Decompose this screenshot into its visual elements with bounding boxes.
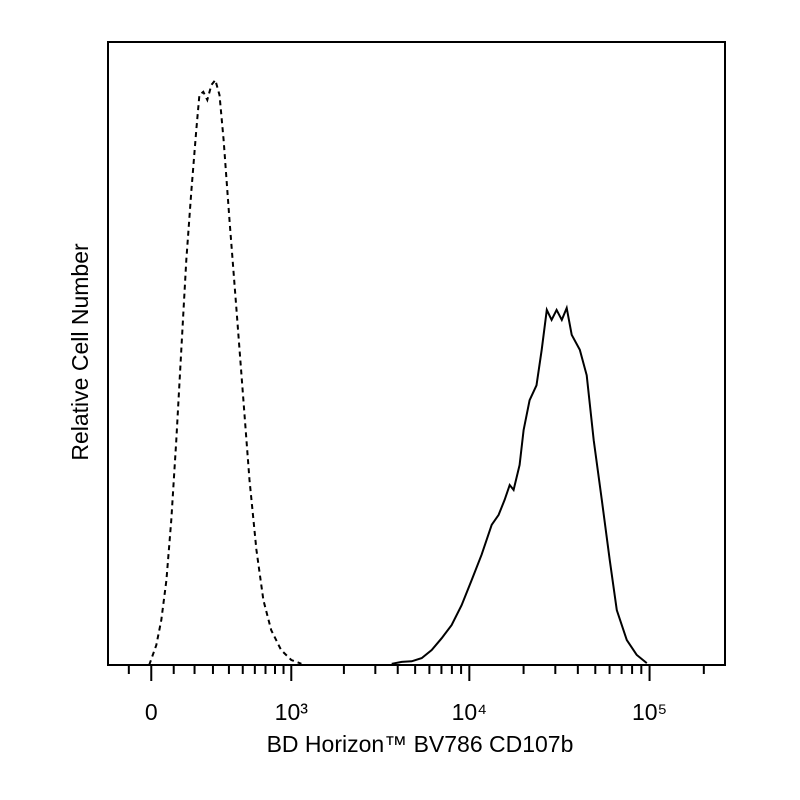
x-tick-label: 10³ xyxy=(275,699,309,725)
y-axis-label: Relative Cell Number xyxy=(67,243,93,461)
x-tick-label: 10⁵ xyxy=(632,699,667,725)
histogram-line xyxy=(148,77,302,666)
x-axis-label: BD Horizon™ BV786 CD107b xyxy=(267,731,574,757)
x-tick-label: 10⁴ xyxy=(452,699,487,725)
plot-frame xyxy=(107,41,726,666)
x-tick-label: 0 xyxy=(145,699,158,725)
histogram-line xyxy=(391,304,648,665)
